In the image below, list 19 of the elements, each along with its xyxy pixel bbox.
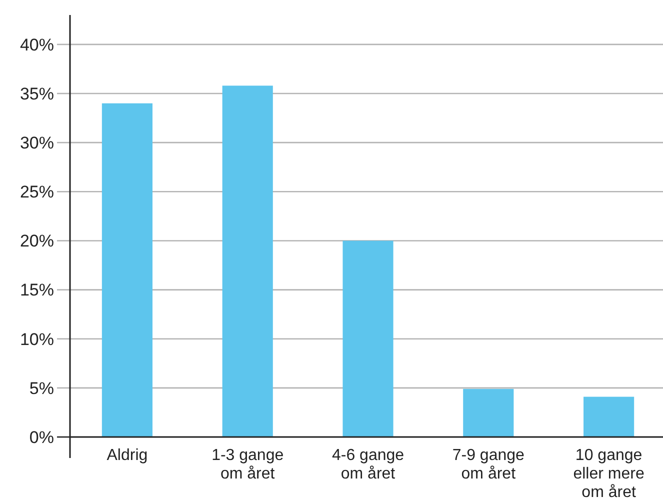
bar xyxy=(584,396,634,437)
y-tick-label: 35% xyxy=(20,84,54,104)
bar xyxy=(342,240,394,437)
y-tick-label: 5% xyxy=(29,378,54,398)
x-tick-label: 7-9 gange om året xyxy=(452,447,525,482)
y-tick-label: 20% xyxy=(20,232,54,251)
y-tick-label: 10% xyxy=(20,330,54,349)
bar xyxy=(222,86,273,437)
y-tick-label: 25% xyxy=(20,182,54,202)
x-tick-label: 10 gange eller mere om året xyxy=(573,447,644,500)
y-tick-label: 15% xyxy=(20,280,54,300)
y-tick-label: 0% xyxy=(29,428,54,447)
bar xyxy=(102,103,152,437)
x-tick-label: 4-6 gange om året xyxy=(332,447,404,482)
x-tick-label: Aldrig xyxy=(106,447,148,464)
y-tick-label: 40% xyxy=(20,35,54,54)
bar xyxy=(463,388,514,437)
y-tick-label: 30% xyxy=(20,134,54,153)
x-tick-label: 1-3 gange om året xyxy=(212,447,284,482)
